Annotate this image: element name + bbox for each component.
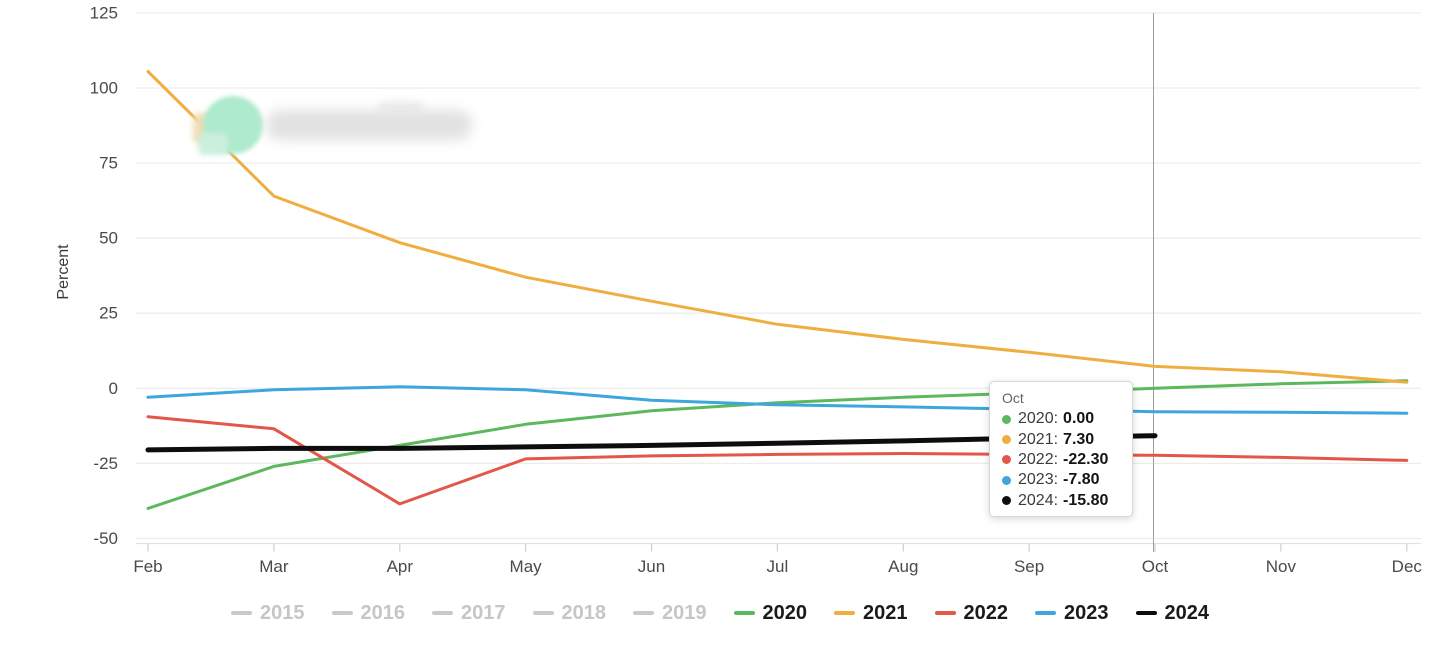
series-color-dot-icon: [1002, 414, 1011, 424]
legend-item-2016[interactable]: 2016: [331, 599, 406, 627]
tooltip-series-label: 2023:: [1018, 471, 1059, 489]
legend-item-label: 2021: [863, 602, 908, 624]
chart-tooltip: Oct 2020: 0.00 2021: 7.30 2022: -22.30 2023: -7…: [989, 381, 1133, 517]
series-color-dot-icon: [1002, 435, 1011, 445]
y-axis-title: Percent: [55, 244, 72, 300]
x-axis-month-label: Mar: [259, 557, 289, 576]
legend-item-2022[interactable]: 2022: [934, 599, 1009, 627]
tooltip-series-label: 2020:: [1018, 410, 1059, 428]
chart-legend: 2015 2016 2017 2018 2019 2020 2021 2022 2023 2024: [0, 599, 1440, 627]
tooltip-row: 2023: -7.80: [1002, 470, 1132, 490]
y-axis-tick-label: 50: [99, 229, 118, 248]
series-line-2023: [146, 385, 1409, 415]
series-color-dot-icon: [1002, 455, 1011, 465]
tooltip-series-label: 2024:: [1018, 491, 1059, 509]
series-line-2024: [145, 433, 1158, 453]
legend-item-2017[interactable]: 2017: [432, 599, 506, 627]
x-axis-month-label: Sep: [1014, 557, 1044, 576]
legend-dash-icon: [432, 611, 453, 615]
tooltip-series-value: -15.80: [1063, 491, 1109, 509]
y-axis-tick-label: 100: [90, 79, 118, 98]
tooltip-series-value: 0.00: [1063, 410, 1095, 428]
legend-item-label: 2023: [1064, 602, 1109, 624]
y-axis-tick-label: 25: [99, 304, 118, 323]
legend-dash-icon: [1135, 611, 1157, 615]
legend-dash-icon: [331, 611, 353, 615]
tooltip-row: 2024: -15.80: [1002, 491, 1132, 511]
legend-item-2021[interactable]: 2021: [834, 599, 908, 627]
legend-item-label: 2019: [662, 602, 707, 624]
x-axis-month-label: Jul: [767, 557, 789, 576]
legend-item-2023[interactable]: 2023: [1035, 599, 1109, 627]
tooltip-series-value: -22.30: [1063, 450, 1109, 468]
tooltip-month: Oct: [1002, 390, 1024, 406]
tooltip-rows: 2020: 0.00 2021: 7.30 2022: -22.30 2023: -7.80 2…: [1002, 409, 1132, 511]
tooltip-series-label: 2021:: [1018, 430, 1059, 448]
series-line-2022: [146, 415, 1409, 506]
tooltip-series-value: -7.80: [1063, 471, 1100, 489]
legend-item-label: 2024: [1164, 602, 1210, 624]
legend-dash-icon: [834, 611, 855, 615]
legend-dash-icon: [733, 611, 755, 615]
legend-item-label: 2018: [561, 602, 607, 624]
x-axis-month-label: Nov: [1266, 557, 1297, 576]
y-axis-tick-label: -50: [93, 529, 118, 548]
tooltip-row: 2020: 0.00: [1002, 409, 1132, 429]
legend-dash-icon: [1035, 611, 1056, 615]
legend-dash-icon: [532, 611, 554, 615]
x-axis-month-label: Feb: [133, 557, 162, 576]
legend-item-2020[interactable]: 2020: [733, 599, 808, 627]
legend-item-2019[interactable]: 2019: [633, 599, 707, 627]
legend-item-2024[interactable]: 2024: [1135, 599, 1210, 627]
legend-item-label: 2022: [963, 602, 1009, 624]
series-line-2020: [146, 379, 1409, 510]
y-axis-tick-label: 125: [90, 3, 118, 22]
legend-dash-icon: [633, 611, 654, 615]
x-axis-month-label: Aug: [888, 557, 918, 576]
legend-item-label: 2017: [461, 602, 506, 624]
series-color-dot-icon: [1002, 496, 1011, 506]
y-axis-tick-label: -25: [93, 454, 118, 473]
tooltip-series-value: 7.30: [1063, 430, 1095, 448]
x-axis-month-label: May: [510, 557, 543, 576]
x-axis-month-label: Dec: [1392, 557, 1423, 576]
tooltip-series-label: 2022:: [1018, 450, 1059, 468]
x-axis-month-label: Oct: [1142, 557, 1169, 576]
legend-item-2018[interactable]: 2018: [532, 599, 607, 627]
legend-dash-icon: [934, 611, 956, 615]
tooltip-row: 2021: 7.30: [1002, 429, 1132, 449]
series-line-2021: [146, 70, 1409, 384]
x-axis-month-label: Apr: [387, 557, 414, 576]
legend-item-label: 2020: [762, 602, 808, 624]
y-axis-tick-label: 0: [109, 379, 118, 398]
series-color-dot-icon: [1002, 475, 1011, 485]
legend-item-label: 2015: [260, 602, 305, 624]
tooltip-row: 2022: -22.30: [1002, 450, 1132, 470]
legend-item-2015[interactable]: 2015: [231, 599, 305, 627]
x-axis-month-label: Jun: [638, 557, 665, 576]
legend-item-label: 2016: [360, 602, 406, 624]
y-axis-tick-label: 75: [99, 154, 118, 173]
legend-dash-icon: [231, 611, 252, 615]
